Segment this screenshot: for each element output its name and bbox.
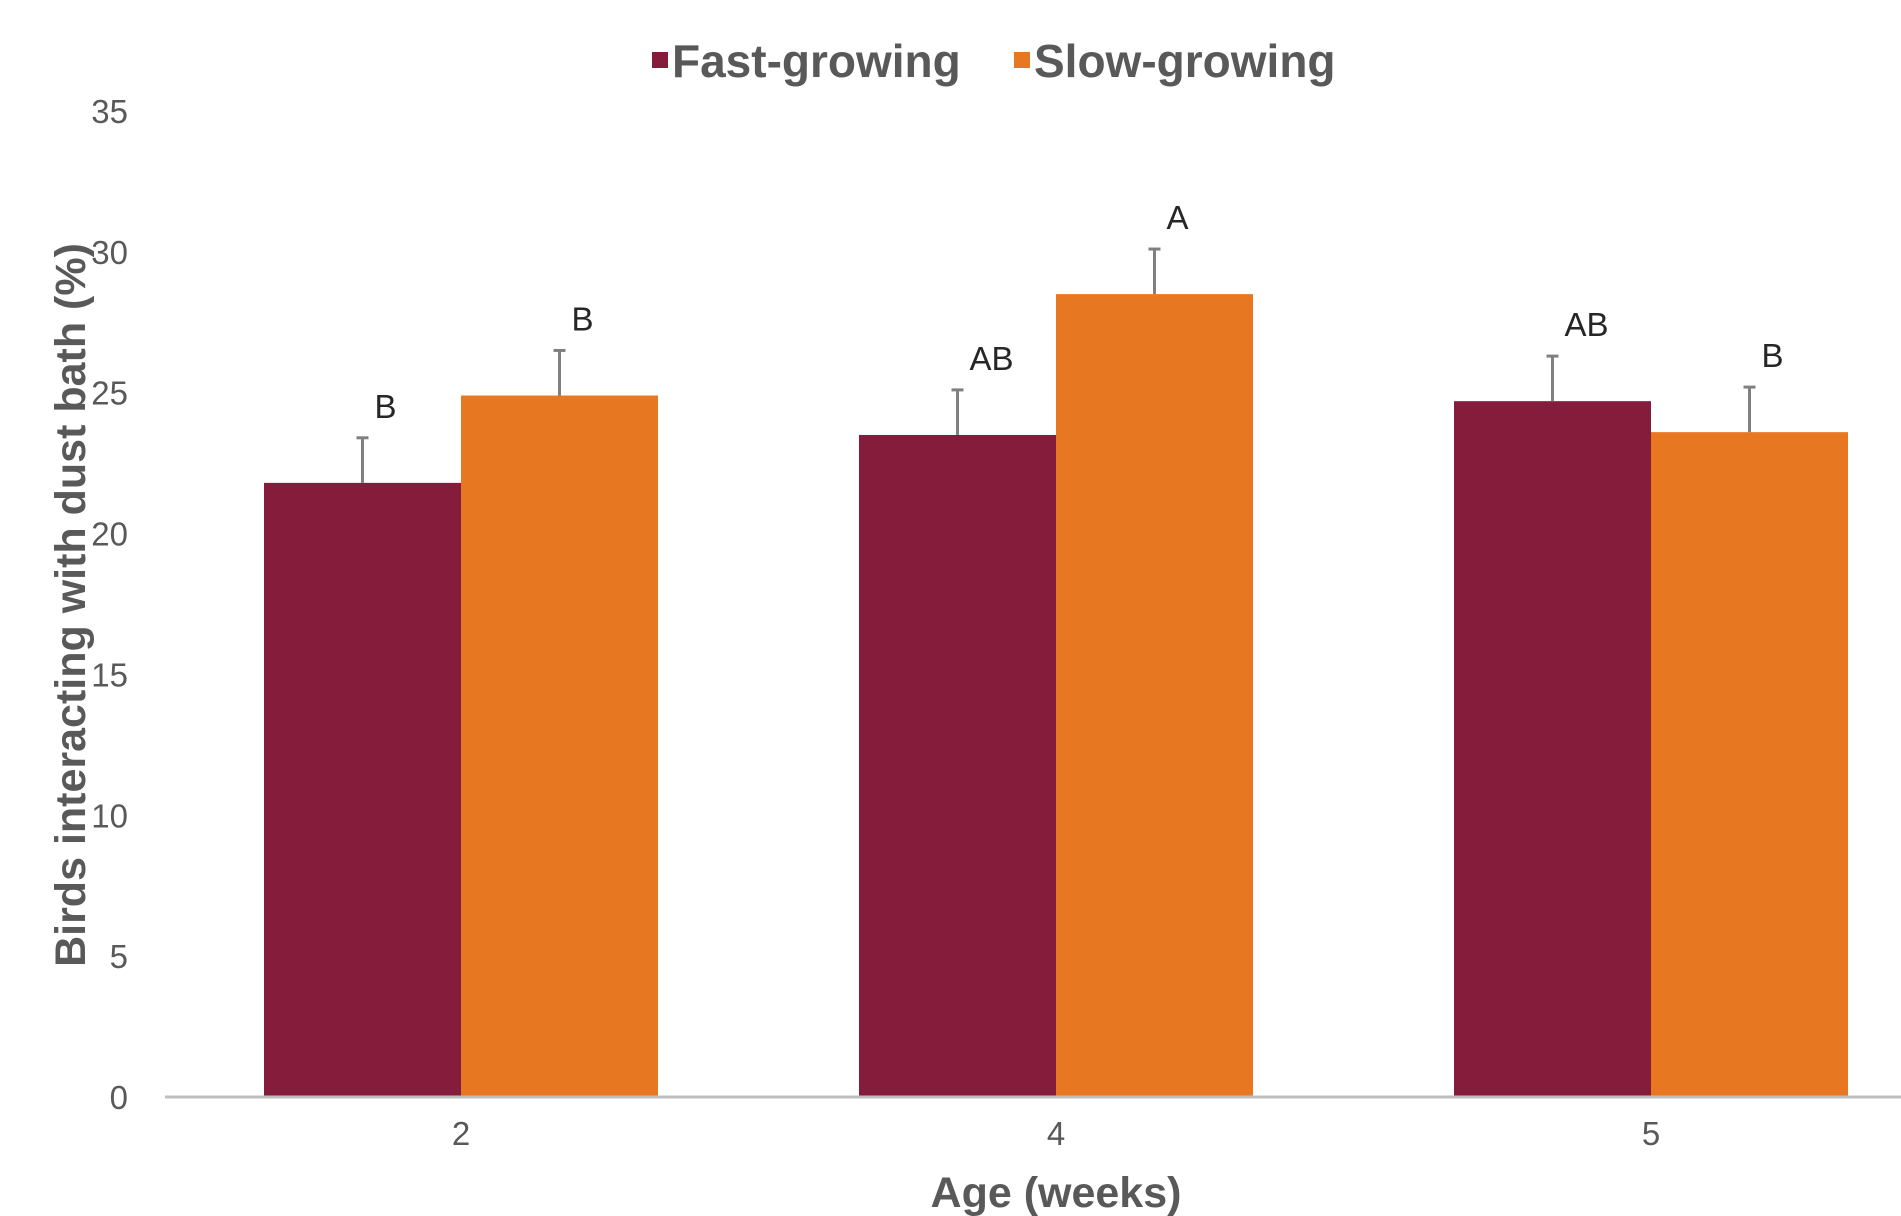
- legend-label-slow-growing: Slow-growing: [1034, 35, 1336, 87]
- bar-slow-growing-5: [1651, 432, 1848, 1097]
- legend: Fast-growing Slow-growing: [652, 35, 1336, 87]
- legend-swatch-fast-growing: [652, 52, 668, 68]
- x-tick-label: 2: [452, 1115, 470, 1152]
- x-tick-label: 5: [1642, 1115, 1660, 1152]
- legend-swatch-slow-growing: [1014, 52, 1030, 68]
- significance-label: B: [1762, 337, 1784, 374]
- significance-label: B: [572, 300, 594, 337]
- bar-slow-growing-2: [461, 395, 658, 1097]
- legend-label-fast-growing: Fast-growing: [672, 35, 961, 87]
- x-axis-tick-labels: 2 4 5: [452, 1115, 1660, 1152]
- significance-label: AB: [1565, 306, 1609, 343]
- y-tick-label: 0: [110, 1079, 128, 1116]
- significance-label: A: [1167, 199, 1189, 236]
- significance-label: AB: [970, 340, 1014, 377]
- y-tick-label: 15: [91, 656, 128, 693]
- error-bars: [356, 247, 1756, 483]
- bar-fast-growing-2: [264, 482, 461, 1097]
- bar-fast-growing-4: [859, 434, 1056, 1097]
- y-axis-tick-labels: 0 5 10 15 20 25 30 35: [91, 93, 128, 1116]
- x-tick-label: 4: [1047, 1115, 1065, 1152]
- significance-labels: B B AB A AB B: [375, 199, 1784, 425]
- x-axis-title: Age (weeks): [931, 1169, 1182, 1216]
- bar-slow-growing-4: [1056, 294, 1253, 1098]
- y-tick-label: 30: [91, 234, 128, 271]
- y-tick-label: 5: [110, 938, 128, 975]
- bar-fast-growing-5: [1454, 401, 1651, 1097]
- y-tick-label: 25: [91, 375, 128, 412]
- y-tick-label: 10: [91, 797, 128, 834]
- y-tick-label: 35: [91, 93, 128, 130]
- bars: [264, 294, 1848, 1098]
- y-axis-title: Birds interacting with dust bath (%): [47, 243, 95, 967]
- significance-label: B: [375, 388, 397, 425]
- y-tick-label: 20: [91, 516, 128, 553]
